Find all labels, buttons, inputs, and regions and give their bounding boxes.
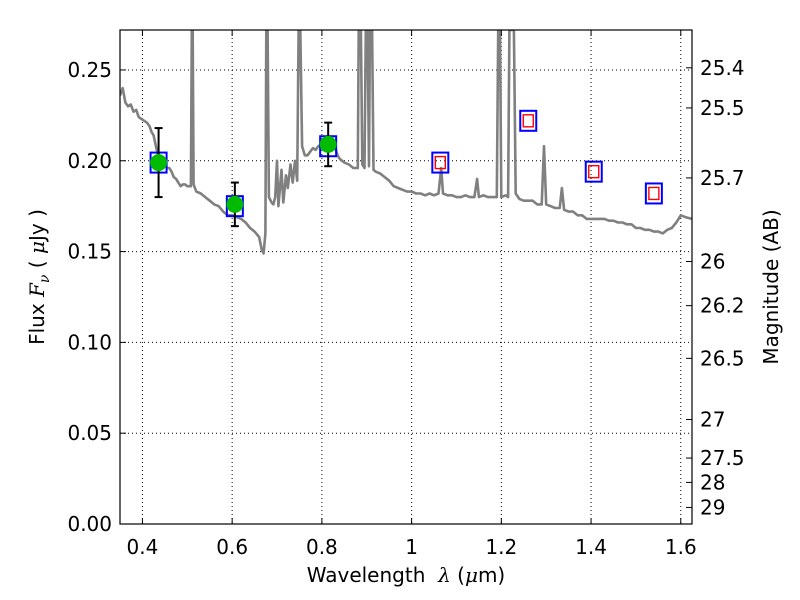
y-tick-label: 0.05 xyxy=(67,421,112,445)
model-box-marker xyxy=(519,109,538,132)
y2-tick-label: 26 xyxy=(700,249,725,273)
axis-ticks: 0.4 0.6 0.8 1 1.2 1.4 1.6 0.00 0.05 0.10 0.15 0.20 0… xyxy=(67,30,745,559)
grid-lines xyxy=(120,30,692,525)
y2-tick-label: 28 xyxy=(700,470,725,494)
observed-point xyxy=(150,154,168,172)
y2-tick-label: 29 xyxy=(700,495,725,519)
x-tick-label: 1.4 xyxy=(575,535,607,559)
x-tick-label: 0.6 xyxy=(216,535,248,559)
x-tick-label: 0.8 xyxy=(306,535,338,559)
model-box-marker xyxy=(584,160,603,183)
y-tick-label: 0.15 xyxy=(67,240,112,264)
y2-tick-label: 26.5 xyxy=(700,346,745,370)
y-tick-label: 0.10 xyxy=(67,330,112,354)
model-box-marker xyxy=(431,151,450,174)
x-tick-label: 1.6 xyxy=(665,535,697,559)
x-tick-label: 1.2 xyxy=(485,535,517,559)
y2-axis-label: Magnitude (AB) xyxy=(759,209,783,364)
x-tick-label: 0.4 xyxy=(127,535,159,559)
data-points xyxy=(149,109,663,228)
model-inner-marker xyxy=(434,155,447,170)
model-inner-marker xyxy=(522,114,534,128)
x-tick-label: 1 xyxy=(405,535,418,559)
y2-tick-label: 25.5 xyxy=(700,96,745,120)
model-box-marker xyxy=(644,182,663,205)
y-tick-label: 0.20 xyxy=(67,149,112,173)
model-inner-marker xyxy=(588,164,600,179)
y2-tick-label: 27 xyxy=(700,407,725,431)
y2-tick-label: 25.4 xyxy=(700,56,745,80)
y-tick-label: 0.25 xyxy=(67,58,112,82)
spectrum-line xyxy=(120,30,692,255)
y-tick-label: 0.00 xyxy=(67,512,112,536)
y-axis-label: Flux Fν ( μJy ) xyxy=(25,209,53,345)
observed-point xyxy=(319,135,337,153)
model-inner-marker xyxy=(648,186,660,201)
y2-tick-label: 26.2 xyxy=(700,294,745,318)
model-spectrum xyxy=(120,30,692,255)
x-axis-label: Wavelength λ (μm) xyxy=(307,563,506,587)
plot-frame xyxy=(119,29,693,525)
y2-tick-label: 27.5 xyxy=(700,446,745,470)
y2-tick-label: 25.7 xyxy=(700,166,745,190)
observed-point xyxy=(226,195,244,213)
